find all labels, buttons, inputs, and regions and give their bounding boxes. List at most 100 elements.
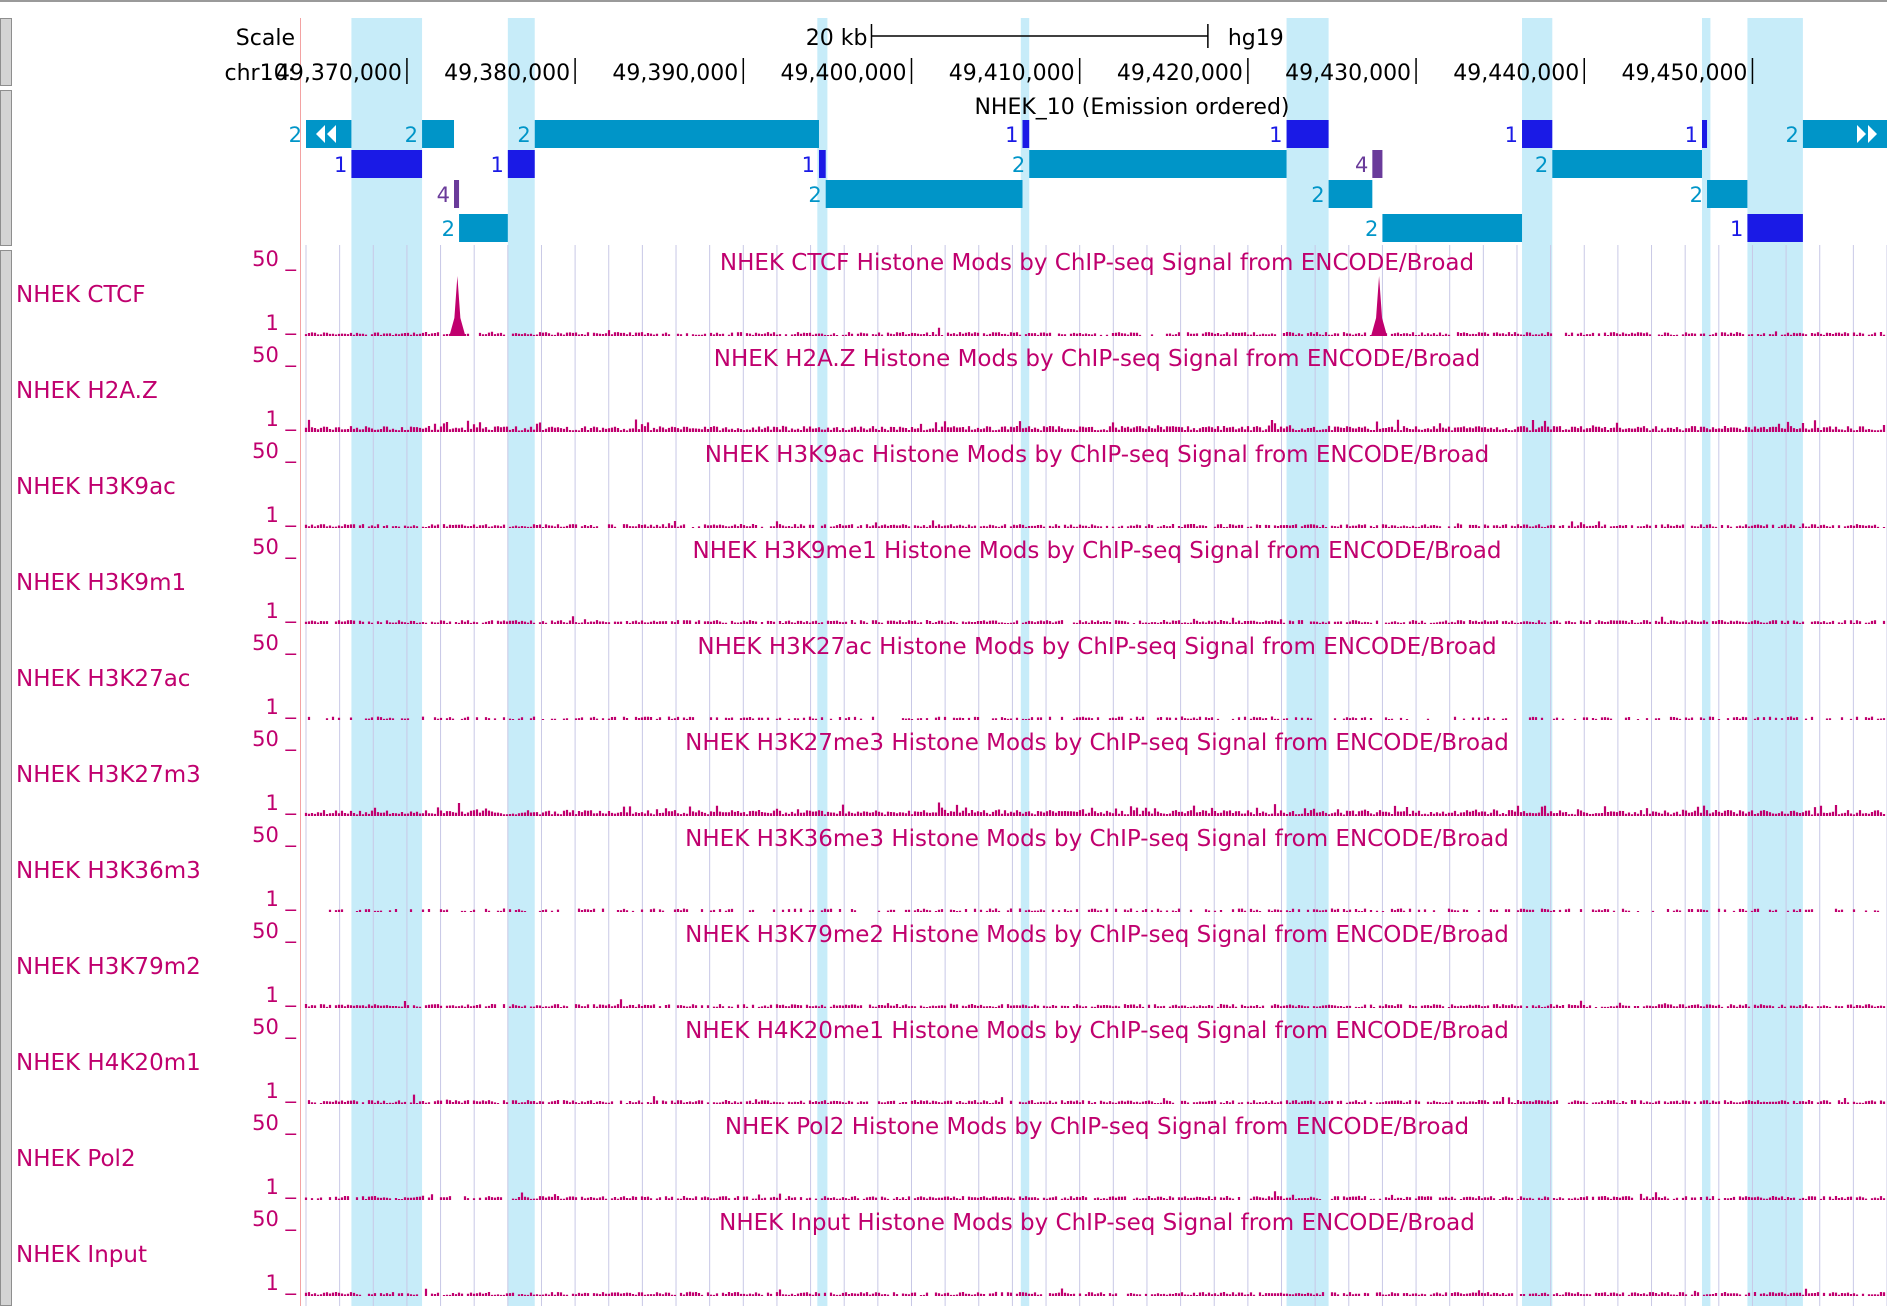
position-ruler: 49,370,000 49,380,000 49,390,000 49,400,000… xyxy=(276,58,1754,86)
segment-label: 1 xyxy=(1005,123,1018,147)
signal-track: NHEK H2A.Z 50 _ 1 _ NHEK H2A.Z Histone Mods… xyxy=(16,343,1886,432)
assembly-label: hg19 xyxy=(1228,26,1284,51)
track-min-label: 1 _ xyxy=(265,1079,296,1104)
segment-label: 2 xyxy=(1365,217,1378,241)
track-title: NHEK Input Histone Mods by ChIP-seq Sign… xyxy=(719,1210,1475,1236)
segment-state-1 xyxy=(1522,120,1553,148)
track-max-label: 50 _ xyxy=(252,1015,296,1040)
ruler-tick-label: 49,390,000 xyxy=(612,61,738,86)
top-border xyxy=(0,0,1887,2)
track-label: NHEK Pol2 xyxy=(16,1146,136,1172)
segment-label: 1 xyxy=(1730,217,1743,241)
track-title: NHEK H3K27me3 Histone Mods by ChIP-seq S… xyxy=(685,730,1509,756)
track-min-label: 1 _ xyxy=(265,599,296,624)
track-min-label: 1 _ xyxy=(265,1271,296,1296)
segment-label: 1 xyxy=(1505,123,1518,147)
segment-state-2 xyxy=(422,120,455,148)
segment-label: 2 xyxy=(1311,183,1324,207)
segment-label: 4 xyxy=(437,183,450,207)
track-max-label: 50 _ xyxy=(252,535,296,560)
track-label: NHEK H2A.Z xyxy=(16,378,158,404)
track-label: NHEK H3K36m3 xyxy=(16,858,201,884)
scale-bar xyxy=(870,24,1209,48)
track-max-label: 50 _ xyxy=(252,631,296,656)
track-label: NHEK CTCF xyxy=(16,282,145,308)
track-title: NHEK H3K36me3 Histone Mods by ChIP-seq S… xyxy=(685,826,1509,852)
segment-label: 4 xyxy=(1355,153,1368,177)
track-max-label: 50 _ xyxy=(252,823,296,848)
highlight-region xyxy=(1747,18,1803,1306)
signal-peak xyxy=(449,276,466,336)
segment-state-2 xyxy=(1707,180,1748,208)
ruler-tick-label: 49,430,000 xyxy=(1285,61,1411,86)
segment-state-2 xyxy=(825,180,1023,208)
signal-noise xyxy=(304,520,1886,528)
track-min-label: 1 _ xyxy=(265,503,296,528)
highlight-region xyxy=(1522,18,1553,1306)
track-title: NHEK H4K20me1 Histone Mods by ChIP-seq S… xyxy=(685,1018,1509,1044)
chrom-label: chr10: xyxy=(225,61,296,86)
side-button-segmentation[interactable] xyxy=(0,90,12,246)
strand-arrow xyxy=(1868,125,1877,143)
segment-state-1 xyxy=(818,150,826,178)
track-title: NHEK H2A.Z Histone Mods by ChIP-seq Sign… xyxy=(714,346,1481,372)
segment-label: 2 xyxy=(289,123,302,147)
signal-noise xyxy=(304,802,1886,816)
segment-label: 1 xyxy=(1269,123,1282,147)
track-label: NHEK H4K20m1 xyxy=(16,1050,201,1076)
ruler-tick-label: 49,400,000 xyxy=(781,61,907,86)
track-title: NHEK H3K79me2 Histone Mods by ChIP-seq S… xyxy=(685,922,1509,948)
track-max-label: 50 _ xyxy=(252,1111,296,1136)
strand-arrow xyxy=(316,125,325,143)
signal-track: NHEK H3K27m3 50 _ 1 _ NHEK H3K27me3 Histone… xyxy=(16,727,1886,816)
segment-state-1 xyxy=(351,150,423,178)
strand-arrow xyxy=(1857,125,1866,143)
ruler-tick-label: 49,440,000 xyxy=(1453,61,1579,86)
ruler-tick-label: 49,450,000 xyxy=(1621,61,1747,86)
segment-state-1 xyxy=(1747,214,1803,242)
signal-track: NHEK H4K20m1 50 _ 1 _ NHEK H4K20me1 Histone… xyxy=(16,1015,1886,1104)
track-max-label: 50 _ xyxy=(252,1207,296,1232)
track-title: NHEK CTCF Histone Mods by ChIP-seq Signa… xyxy=(720,250,1474,276)
signal-noise xyxy=(304,327,1886,336)
signal-tracks: NHEK CTCF 50 _ 1 _ NHEK CTCF Histone Mods b… xyxy=(16,247,1886,1296)
segment-label: 2 xyxy=(1012,153,1025,177)
side-button-ruler[interactable] xyxy=(0,18,12,86)
highlight-region xyxy=(351,18,423,1306)
segment-state-1 xyxy=(1022,120,1030,148)
track-max-label: 50 _ xyxy=(252,247,296,272)
scale-bar-label: 20 kb xyxy=(806,26,868,51)
signal-noise xyxy=(307,1094,1886,1104)
track-min-label: 1 _ xyxy=(265,695,296,720)
track-max-label: 50 _ xyxy=(252,343,296,368)
segment-state-4 xyxy=(1372,150,1383,178)
track-title: NHEK H3K27ac Histone Mods by ChIP-seq Si… xyxy=(697,634,1496,660)
segment-label: 2 xyxy=(1535,153,1548,177)
signal-noise xyxy=(304,999,1886,1008)
ruler-tick-label: 49,370,000 xyxy=(276,61,402,86)
segment-label: 2 xyxy=(442,217,455,241)
segment-state-1 xyxy=(1701,120,1708,148)
segment-label: 2 xyxy=(808,183,821,207)
segment-label: 2 xyxy=(1786,123,1799,147)
signal-track: NHEK Input 50 _ 1 _ NHEK Input Histone Mods… xyxy=(16,1207,1886,1296)
signal-noise xyxy=(304,1288,1886,1296)
segment-label: 2 xyxy=(405,123,418,147)
scale-label: Scale xyxy=(236,26,295,51)
segment-state-2 xyxy=(1328,180,1373,208)
signal-track: NHEK H3K79m2 50 _ 1 _ NHEK H3K79me2 Histone… xyxy=(16,919,1886,1008)
signal-noise xyxy=(307,716,1886,720)
segment-label: 1 xyxy=(1685,123,1698,147)
segment-label: 1 xyxy=(334,153,347,177)
track-min-label: 1 _ xyxy=(265,407,296,432)
segment-state-1 xyxy=(507,150,535,178)
segment-label: 1 xyxy=(802,153,815,177)
segment-state-2 xyxy=(1382,214,1523,242)
signal-track: NHEK H3K27ac 50 _ 1 _ NHEK H3K27ac Histone … xyxy=(16,631,1886,720)
track-label: NHEK H3K9ac xyxy=(16,474,176,500)
segmentation-title: NHEK_10 (Emission ordered) xyxy=(974,95,1289,120)
track-label: NHEK H3K27ac xyxy=(16,666,190,692)
